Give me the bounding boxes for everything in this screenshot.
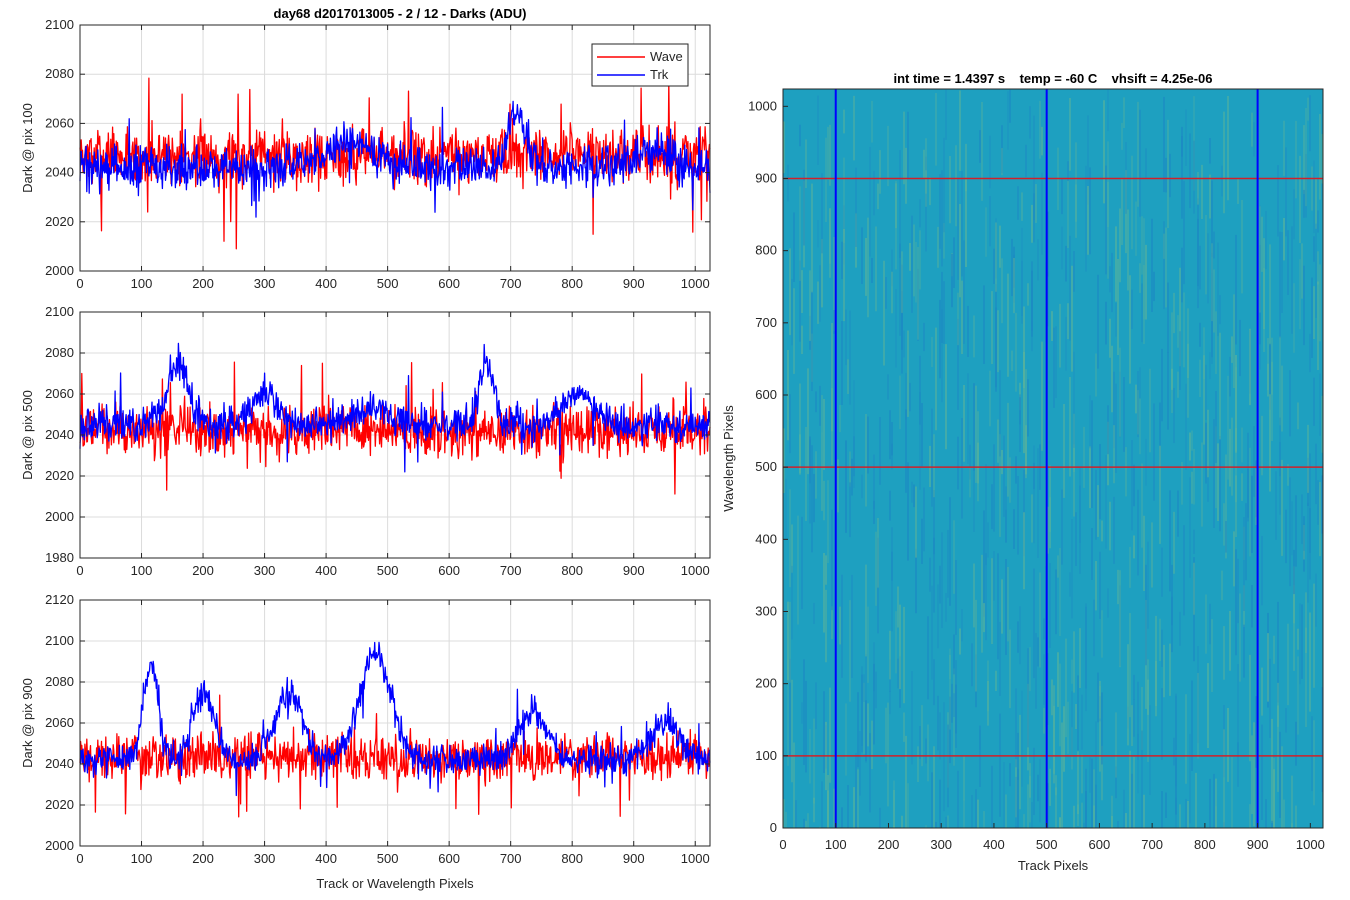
x-tick-label: 800 [1194, 837, 1216, 852]
series-line-trk [79, 641, 711, 797]
x-tick-label: 100 [131, 276, 153, 291]
x-tick-label: 900 [623, 276, 645, 291]
y-tick-label: 700 [755, 315, 777, 330]
figure-title: day68 d2017013005 - 2 / 12 - Darks (ADU) [274, 6, 527, 21]
x-tick-label: 100 [825, 837, 847, 852]
x-tick-label: 100 [131, 851, 153, 866]
legend-box [591, 43, 689, 87]
y-tick-label: 2120 [45, 592, 74, 607]
x-tick-label: 600 [1089, 837, 1111, 852]
y-axis-label: Dark @ pix 900 [20, 678, 35, 768]
x-tick-label: 400 [315, 276, 337, 291]
x-tick-label: 500 [377, 563, 399, 578]
series-line-trk [79, 342, 711, 473]
legend-wave-label: Wave [650, 49, 683, 64]
x-tick-label: 0 [779, 837, 786, 852]
heatmap-background [783, 89, 1323, 828]
y-tick-label: 300 [755, 603, 777, 618]
line-plot-pix-900: 0 100 200 300 400 500 600 700 800 900 1000 2000 2020… [20, 592, 711, 866]
y-tick-label: 0 [770, 820, 777, 835]
x-tick-label: 500 [377, 276, 399, 291]
left-x-axis-label: Track or Wavelength Pixels [316, 876, 474, 891]
x-tick-label: 400 [983, 837, 1005, 852]
heatmap-x-axis-label: Track Pixels [1018, 858, 1089, 873]
x-tick-label: 900 [1247, 837, 1269, 852]
x-tick-label: 0 [76, 563, 83, 578]
x-tick-label: 200 [192, 563, 214, 578]
x-tick-label: 1000 [1296, 837, 1325, 852]
x-tick-label: 300 [254, 276, 276, 291]
x-tick-label: 600 [438, 276, 460, 291]
x-tick-label: 300 [254, 851, 276, 866]
y-tick-label: 900 [755, 170, 777, 185]
x-tick-label: 800 [561, 851, 583, 866]
y-tick-label: 2080 [45, 66, 74, 81]
line-plot-pix-500: 0 100 200 300 400 500 600 700 800 900 1000 1980 2000… [20, 304, 711, 578]
x-tick-label: 200 [878, 837, 900, 852]
x-tick-label: 300 [930, 837, 952, 852]
y-tick-label: 2000 [45, 263, 74, 278]
x-tick-label: 600 [438, 563, 460, 578]
y-tick-label: 2060 [45, 115, 74, 130]
x-tick-label: 0 [76, 851, 83, 866]
y-tick-label: 2040 [45, 756, 74, 771]
y-tick-label: 100 [755, 748, 777, 763]
x-tick-label: 700 [1141, 837, 1163, 852]
y-tick-label: 2000 [45, 838, 74, 853]
x-tick-label: 1000 [681, 851, 710, 866]
y-tick-label: 1000 [748, 98, 777, 113]
y-tick-label: 2000 [45, 509, 74, 524]
y-axis-label: Dark @ pix 100 [20, 103, 35, 193]
y-tick-label: 2100 [45, 633, 74, 648]
x-tick-label: 800 [561, 276, 583, 291]
y-tick-label: 600 [755, 387, 777, 402]
y-tick-label: 800 [755, 243, 777, 258]
x-tick-label: 400 [315, 851, 337, 866]
axes-frame [79, 24, 711, 272]
x-tick-label: 1000 [681, 563, 710, 578]
y-tick-label: 2080 [45, 674, 74, 689]
y-axis-label: Dark @ pix 500 [20, 390, 35, 480]
x-tick-label: 900 [623, 563, 645, 578]
x-tick-label: 800 [561, 563, 583, 578]
x-tick-label: 700 [500, 851, 522, 866]
y-tick-label: 2060 [45, 386, 74, 401]
x-tick-label: 100 [131, 563, 153, 578]
y-tick-label: 500 [755, 459, 777, 474]
y-tick-label: 400 [755, 531, 777, 546]
x-tick-label: 400 [315, 563, 337, 578]
x-tick-label: 300 [254, 563, 276, 578]
series-line-trk [79, 100, 711, 218]
x-tick-label: 900 [623, 851, 645, 866]
x-tick-label: 0 [76, 276, 83, 291]
x-tick-label: 700 [500, 563, 522, 578]
heatmap-y-axis-label: Wavelength Pixels [721, 405, 736, 512]
y-tick-label: 2060 [45, 715, 74, 730]
x-tick-label: 700 [500, 276, 522, 291]
y-tick-label: 2100 [45, 17, 74, 32]
x-tick-label: 600 [438, 851, 460, 866]
y-tick-label: 2040 [45, 427, 74, 442]
x-tick-label: 1000 [681, 276, 710, 291]
legend: Wave Trk [591, 43, 689, 87]
y-tick-label: 2020 [45, 468, 74, 483]
y-tick-label: 2080 [45, 345, 74, 360]
heatmap-plot: 0 100 200 300 400 500 600 700 800 900 1000 0 100 200 3… [721, 71, 1325, 873]
x-tick-label: 200 [192, 851, 214, 866]
y-tick-label: 200 [755, 676, 777, 691]
y-tick-label: 2020 [45, 214, 74, 229]
y-tick-label: 2100 [45, 304, 74, 319]
heatmap-title: int time = 1.4397 s temp = -60 C vhsift … [893, 71, 1212, 86]
y-tick-label: 2040 [45, 165, 74, 180]
heatmap-frame [782, 88, 1324, 829]
legend-trk-label: Trk [650, 67, 669, 82]
y-tick-label: 1980 [45, 550, 74, 565]
x-tick-label: 500 [1036, 837, 1058, 852]
y-tick-label: 2020 [45, 797, 74, 812]
x-tick-label: 500 [377, 851, 399, 866]
x-tick-label: 200 [192, 276, 214, 291]
